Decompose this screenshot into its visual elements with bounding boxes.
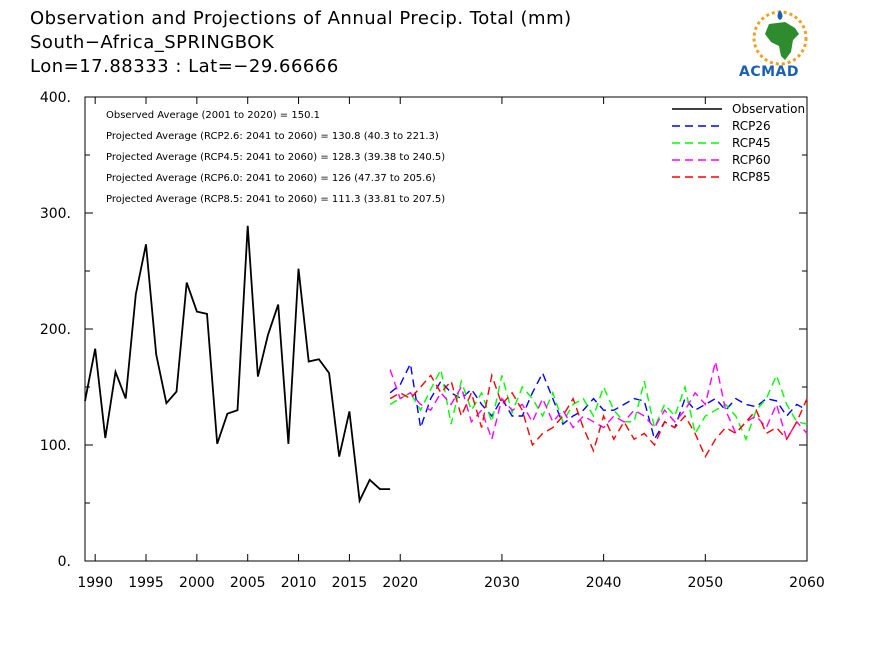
series-line-rcp26 [389,361,808,442]
annotation-text: Projected Average (RCP8.5: 2041 to 2060)… [106,194,445,205]
x-tick-label: 2060 [789,575,825,591]
acmad-logo [735,8,825,88]
x-tick-label: 2030 [484,575,520,591]
series-line-rcp85 [389,372,808,459]
logo-text: ACMAD [739,64,799,80]
annotation-text: Projected Average (RCP2.6: 2041 to 2060)… [106,131,439,142]
annotation-text: Observed Average (2001 to 2020) = 150.1 [106,110,320,121]
annotation-text: Projected Average (RCP6.0: 2041 to 2060)… [106,173,436,184]
plot-frame [84,96,808,562]
chart-title: Observation and Projections of Annual Pr… [30,8,572,29]
x-tick-label: 1995 [128,575,164,591]
x-tick-label: 2010 [281,575,317,591]
x-tick-label: 2050 [687,575,723,591]
legend-label: Observation [732,102,805,116]
x-tick-label: 2000 [179,575,215,591]
coordinates: Lon=17.88333 : Lat=−29.66666 [30,56,339,77]
africa-logo-icon [752,10,808,66]
y-tick-label: 200. [40,322,71,338]
legend-label: RCP45 [732,136,771,150]
series-line-rcp60 [389,361,808,442]
series-line-rcp45 [389,367,808,442]
legend-label: RCP26 [732,119,771,133]
annotation-text: Projected Average (RCP4.5: 2041 to 2060)… [106,152,445,163]
y-tick-label: 400. [40,90,71,106]
y-tick-label: 100. [40,438,71,454]
series-line-observation [84,225,391,504]
x-tick-label: 1990 [77,575,113,591]
location-name: South−Africa_SPRINGBOK [30,32,275,53]
y-tick-label: 300. [40,206,71,222]
y-tick-label: 0. [58,554,71,570]
legend-label: RCP60 [732,153,771,167]
legend-label: RCP85 [732,170,771,184]
x-tick-label: 2040 [586,575,622,591]
x-tick-label: 2005 [230,575,266,591]
x-tick-label: 2020 [382,575,418,591]
x-tick-label: 2015 [332,575,368,591]
